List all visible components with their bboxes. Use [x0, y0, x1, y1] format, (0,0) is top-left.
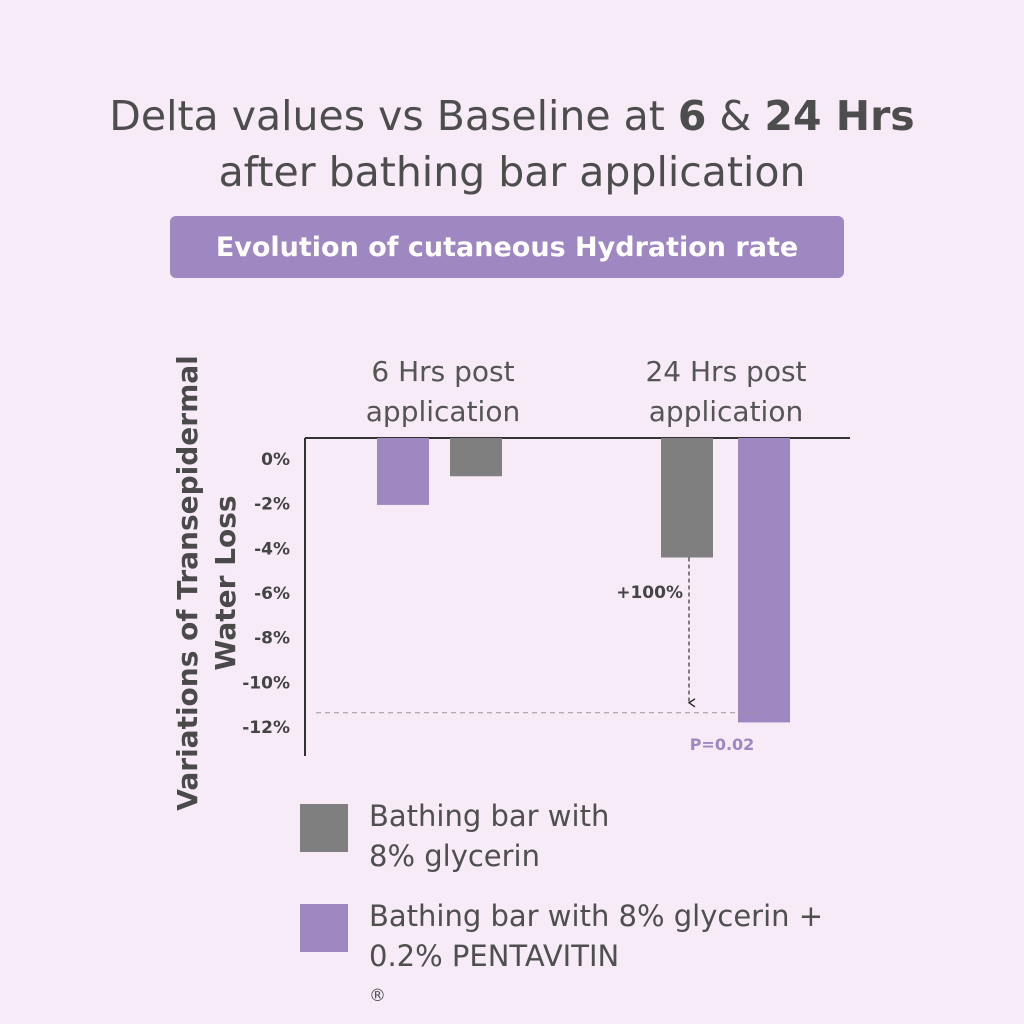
y-tick-label: -12% — [242, 718, 290, 738]
group-label: 24 Hrs post — [645, 355, 806, 388]
legend-label-line: Bathing bar with 8% glycerin + — [369, 899, 824, 933]
increase-annotation: +100% — [616, 583, 683, 603]
group-label: application — [366, 395, 520, 428]
title-line-2: after bathing bar application — [218, 148, 806, 196]
y-tick-label: 0% — [261, 450, 290, 470]
subtitle-text: Evolution of cutaneous Hydration rate — [215, 231, 799, 263]
title-text-part1: Delta values vs Baseline at — [109, 92, 678, 140]
y-tick-label: -2% — [254, 495, 290, 515]
title-bold-24hrs: 24 Hrs — [764, 92, 915, 140]
bar — [450, 438, 502, 477]
legend-label-text: 0.2% PENTAVITIN — [369, 939, 620, 973]
legend-item-glycerin: Bathing bar with 8% glycerin — [300, 796, 609, 876]
y-tick-label: -4% — [254, 539, 290, 559]
legend-label-line: 8% glycerin — [369, 839, 540, 873]
legend-swatch-pentavitin — [300, 904, 348, 952]
group-label: 6 Hrs post — [371, 355, 514, 388]
y-axis-title: Variations of Transepidermal Water Loss — [171, 355, 242, 811]
title-bold-6: 6 — [677, 92, 707, 140]
registered-mark: ® — [369, 986, 386, 1006]
bar — [661, 438, 713, 558]
legend-label-line: 0.2% PENTAVITIN ® — [369, 936, 823, 1022]
legend-item-pentavitin: Bathing bar with 8% glycerin + 0.2% PENT… — [300, 896, 823, 1022]
legend-label-line: Bathing bar with — [369, 799, 610, 833]
bar — [377, 438, 429, 505]
chart-title: Delta values vs Baseline at 6 & 24 Hrs a… — [0, 88, 1024, 200]
y-tick-label: -8% — [254, 629, 290, 649]
group-label: application — [649, 395, 803, 428]
y-axis-title-line: Variations of Transepidermal — [171, 355, 204, 811]
y-tick-label: -6% — [254, 584, 290, 604]
y-tick-label: -10% — [242, 673, 290, 693]
bar — [738, 438, 790, 723]
legend-label-glycerin: Bathing bar with 8% glycerin — [369, 796, 609, 876]
title-text-part2: & — [706, 92, 765, 140]
legend-label-pentavitin: Bathing bar with 8% glycerin + 0.2% PENT… — [369, 896, 823, 1022]
title-line-1: Delta values vs Baseline at 6 & 24 Hrs — [0, 88, 1024, 144]
p-value-annotation: P=0.02 — [690, 735, 755, 754]
y-axis-title-line: Water Loss — [209, 495, 242, 670]
legend-swatch-glycerin — [300, 804, 348, 852]
subtitle-banner: Evolution of cutaneous Hydration rate — [170, 216, 844, 278]
